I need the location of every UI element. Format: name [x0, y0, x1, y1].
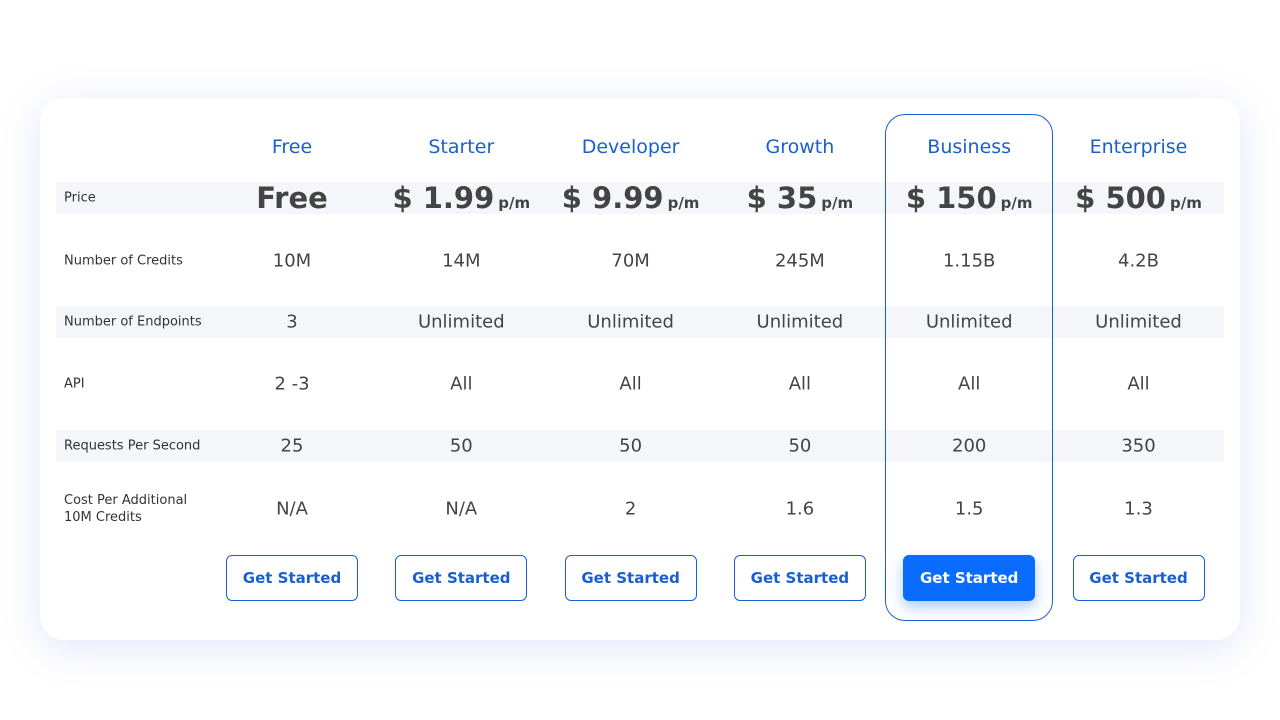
cell-value: 1.3 [1124, 498, 1153, 520]
cell-value: 1.5 [954, 498, 984, 520]
plan-name: Free [271, 136, 313, 158]
cell-value: N/A [276, 498, 308, 520]
row-label: Requests Per Second [64, 438, 201, 454]
cell-value: All [958, 373, 981, 395]
cell-value: All [450, 373, 473, 395]
row-stripe [56, 306, 1224, 338]
cell-value: 25 [280, 435, 304, 457]
price-amount: $ 1.99 [392, 181, 495, 215]
get-started-button[interactable]: Get Started [1072, 555, 1205, 601]
cell-value: 50 [449, 435, 473, 457]
plan-name: Growth [765, 136, 835, 158]
price-amount: $ 35 [746, 181, 818, 215]
get-started-button[interactable]: Get Started [903, 555, 1036, 601]
plan-name: Starter [428, 136, 495, 158]
price-unit: p/m [1000, 194, 1033, 212]
featured-column [885, 114, 1054, 621]
cell-value: N/A [445, 498, 478, 520]
plan-name: Business [927, 136, 1012, 158]
price-amount: $ 500 [1075, 181, 1166, 215]
plan-price: $ 500 p/m [1075, 181, 1202, 215]
cell-value: 14M [442, 250, 481, 272]
cell-value: 10M [272, 250, 312, 272]
get-started-button[interactable]: Get Started [564, 555, 697, 601]
plan-price: $ 1.99 p/m [392, 181, 530, 215]
cell-value: 200 [952, 435, 987, 457]
price-unit: p/m [1169, 194, 1202, 212]
row-label: Price [64, 190, 96, 206]
price-unit: p/m [821, 194, 854, 212]
cell-value: 350 [1121, 435, 1156, 457]
cell-value: 3 [286, 311, 298, 333]
row-stripe [56, 182, 1224, 214]
row-label: Number of Credits [64, 253, 183, 269]
cell-value: 1.15B [942, 250, 996, 272]
cell-value: Unlimited [1095, 311, 1182, 333]
price-amount: $ 9.99 [561, 181, 664, 215]
plan-price: $ 9.99 p/m [562, 181, 700, 215]
price-amount: $ 150 [905, 181, 997, 215]
price-unit: p/m [498, 194, 531, 212]
cell-value: Unlimited [925, 311, 1013, 333]
cell-value: All [788, 373, 812, 395]
row-label: API [64, 376, 85, 392]
price-unit: p/m [667, 194, 700, 212]
cell-value: 2 -3 [274, 373, 310, 395]
plan-price: $ 150 p/m [906, 181, 1033, 215]
pricing-card: Price Free Free Get Started Starter $ 1.99 p/… [40, 98, 1240, 640]
get-started-button[interactable]: Get Started [395, 555, 528, 601]
cell-value: 70M [611, 250, 650, 272]
cell-value: 1.6 [785, 498, 815, 520]
price-amount: Free [256, 181, 328, 215]
cell-value: 50 [619, 435, 643, 457]
row-label: Cost Per Additional 10M Credits [64, 493, 188, 525]
cell-value: 4.2B [1118, 250, 1159, 272]
row-stripe [56, 430, 1224, 462]
get-started-button[interactable]: Get Started [733, 555, 866, 601]
cell-value: Unlimited [587, 311, 674, 333]
cell-value: 2 [624, 498, 637, 520]
cell-value: 50 [788, 435, 812, 457]
cell-value: Unlimited [417, 311, 505, 333]
cell-value: 245M [774, 250, 825, 272]
row-label: Number of Endpoints [64, 314, 202, 330]
plan-name: Enterprise [1089, 136, 1188, 158]
plan-name: Developer [581, 136, 680, 158]
cell-value: All [1127, 373, 1150, 395]
get-started-button[interactable]: Get Started [226, 555, 358, 601]
cell-value: All [619, 373, 642, 395]
plan-price: Free [256, 181, 328, 215]
plan-price: $ 35 p/m [747, 181, 854, 215]
cell-value: Unlimited [756, 311, 844, 333]
